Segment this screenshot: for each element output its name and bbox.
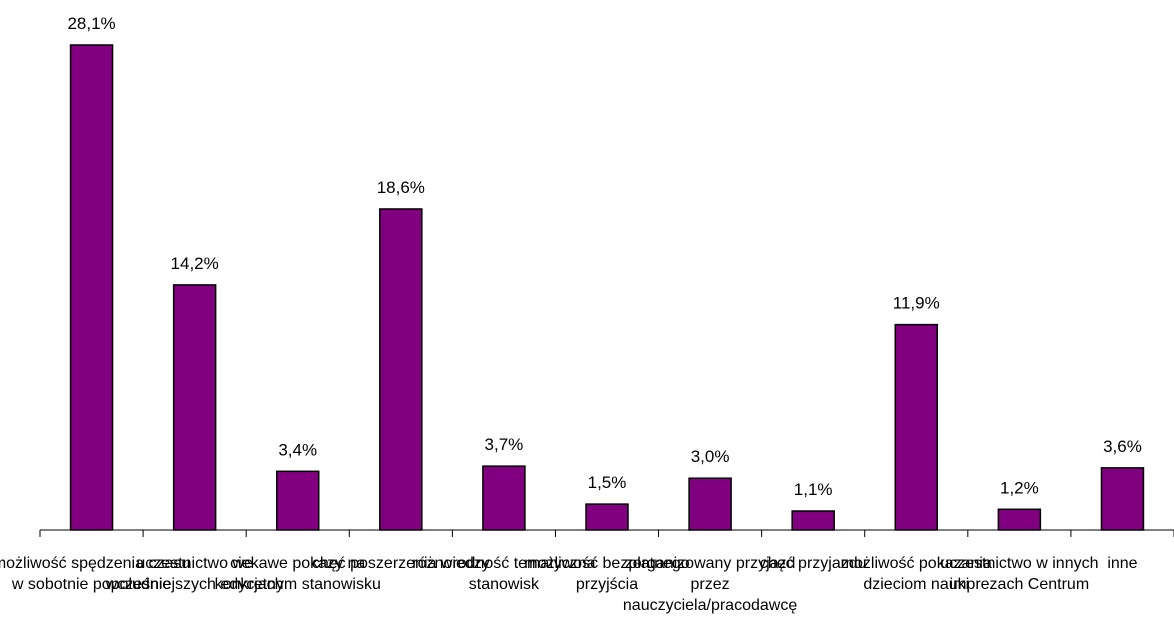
data-label: 28,1%: [67, 14, 115, 33]
x-tick-label: różnorodność tematyczna stanowisk: [412, 555, 596, 593]
bar: [585, 503, 629, 531]
x-tick-label: uczestnictwo we wcześniejszych edycjach: [105, 555, 284, 593]
bar: [791, 510, 835, 531]
x-tick-label: uczestnictwo w innych imprezach Centrum: [940, 555, 1099, 593]
bar: [1100, 467, 1145, 531]
x-tick-label: chęć przyjazdu: [759, 555, 867, 572]
x-tick-label: możliwość bezpłatnego przyjścia: [524, 555, 690, 593]
bar: [997, 508, 1042, 531]
data-label: 11,9%: [893, 294, 940, 313]
bar: [172, 284, 217, 531]
data-label: 3,7%: [485, 435, 524, 454]
data-label: 1,2%: [1000, 478, 1039, 497]
data-label: 3,4%: [278, 440, 317, 459]
data-label: 3,0%: [691, 447, 730, 466]
data-label: 3,6%: [1103, 437, 1142, 456]
x-tick-label: zorganizowany przyjazd przez nauczyciela…: [622, 555, 798, 614]
data-label: 1,1%: [794, 480, 833, 499]
bar: [482, 465, 526, 531]
bar: [275, 470, 320, 531]
bar: [69, 44, 114, 531]
bar: [379, 208, 423, 531]
data-label: 18,6%: [377, 178, 425, 197]
x-tick-label: możliwość pokazania dzieciom nauki: [840, 555, 992, 593]
x-tick-label: ciekawe pokazy na konkretnym stanowisku: [214, 555, 381, 593]
x-tick-label: możliwość spędzenia czasu w sobotnie pop…: [0, 555, 191, 593]
bar: [894, 323, 939, 531]
x-tick-label: chęć poszerzenia wiedzy: [311, 555, 490, 572]
bar: [688, 477, 732, 531]
x-tick-label: inne: [1107, 555, 1138, 572]
data-label: 1,5%: [588, 473, 627, 492]
data-label: 14,2%: [171, 254, 219, 273]
